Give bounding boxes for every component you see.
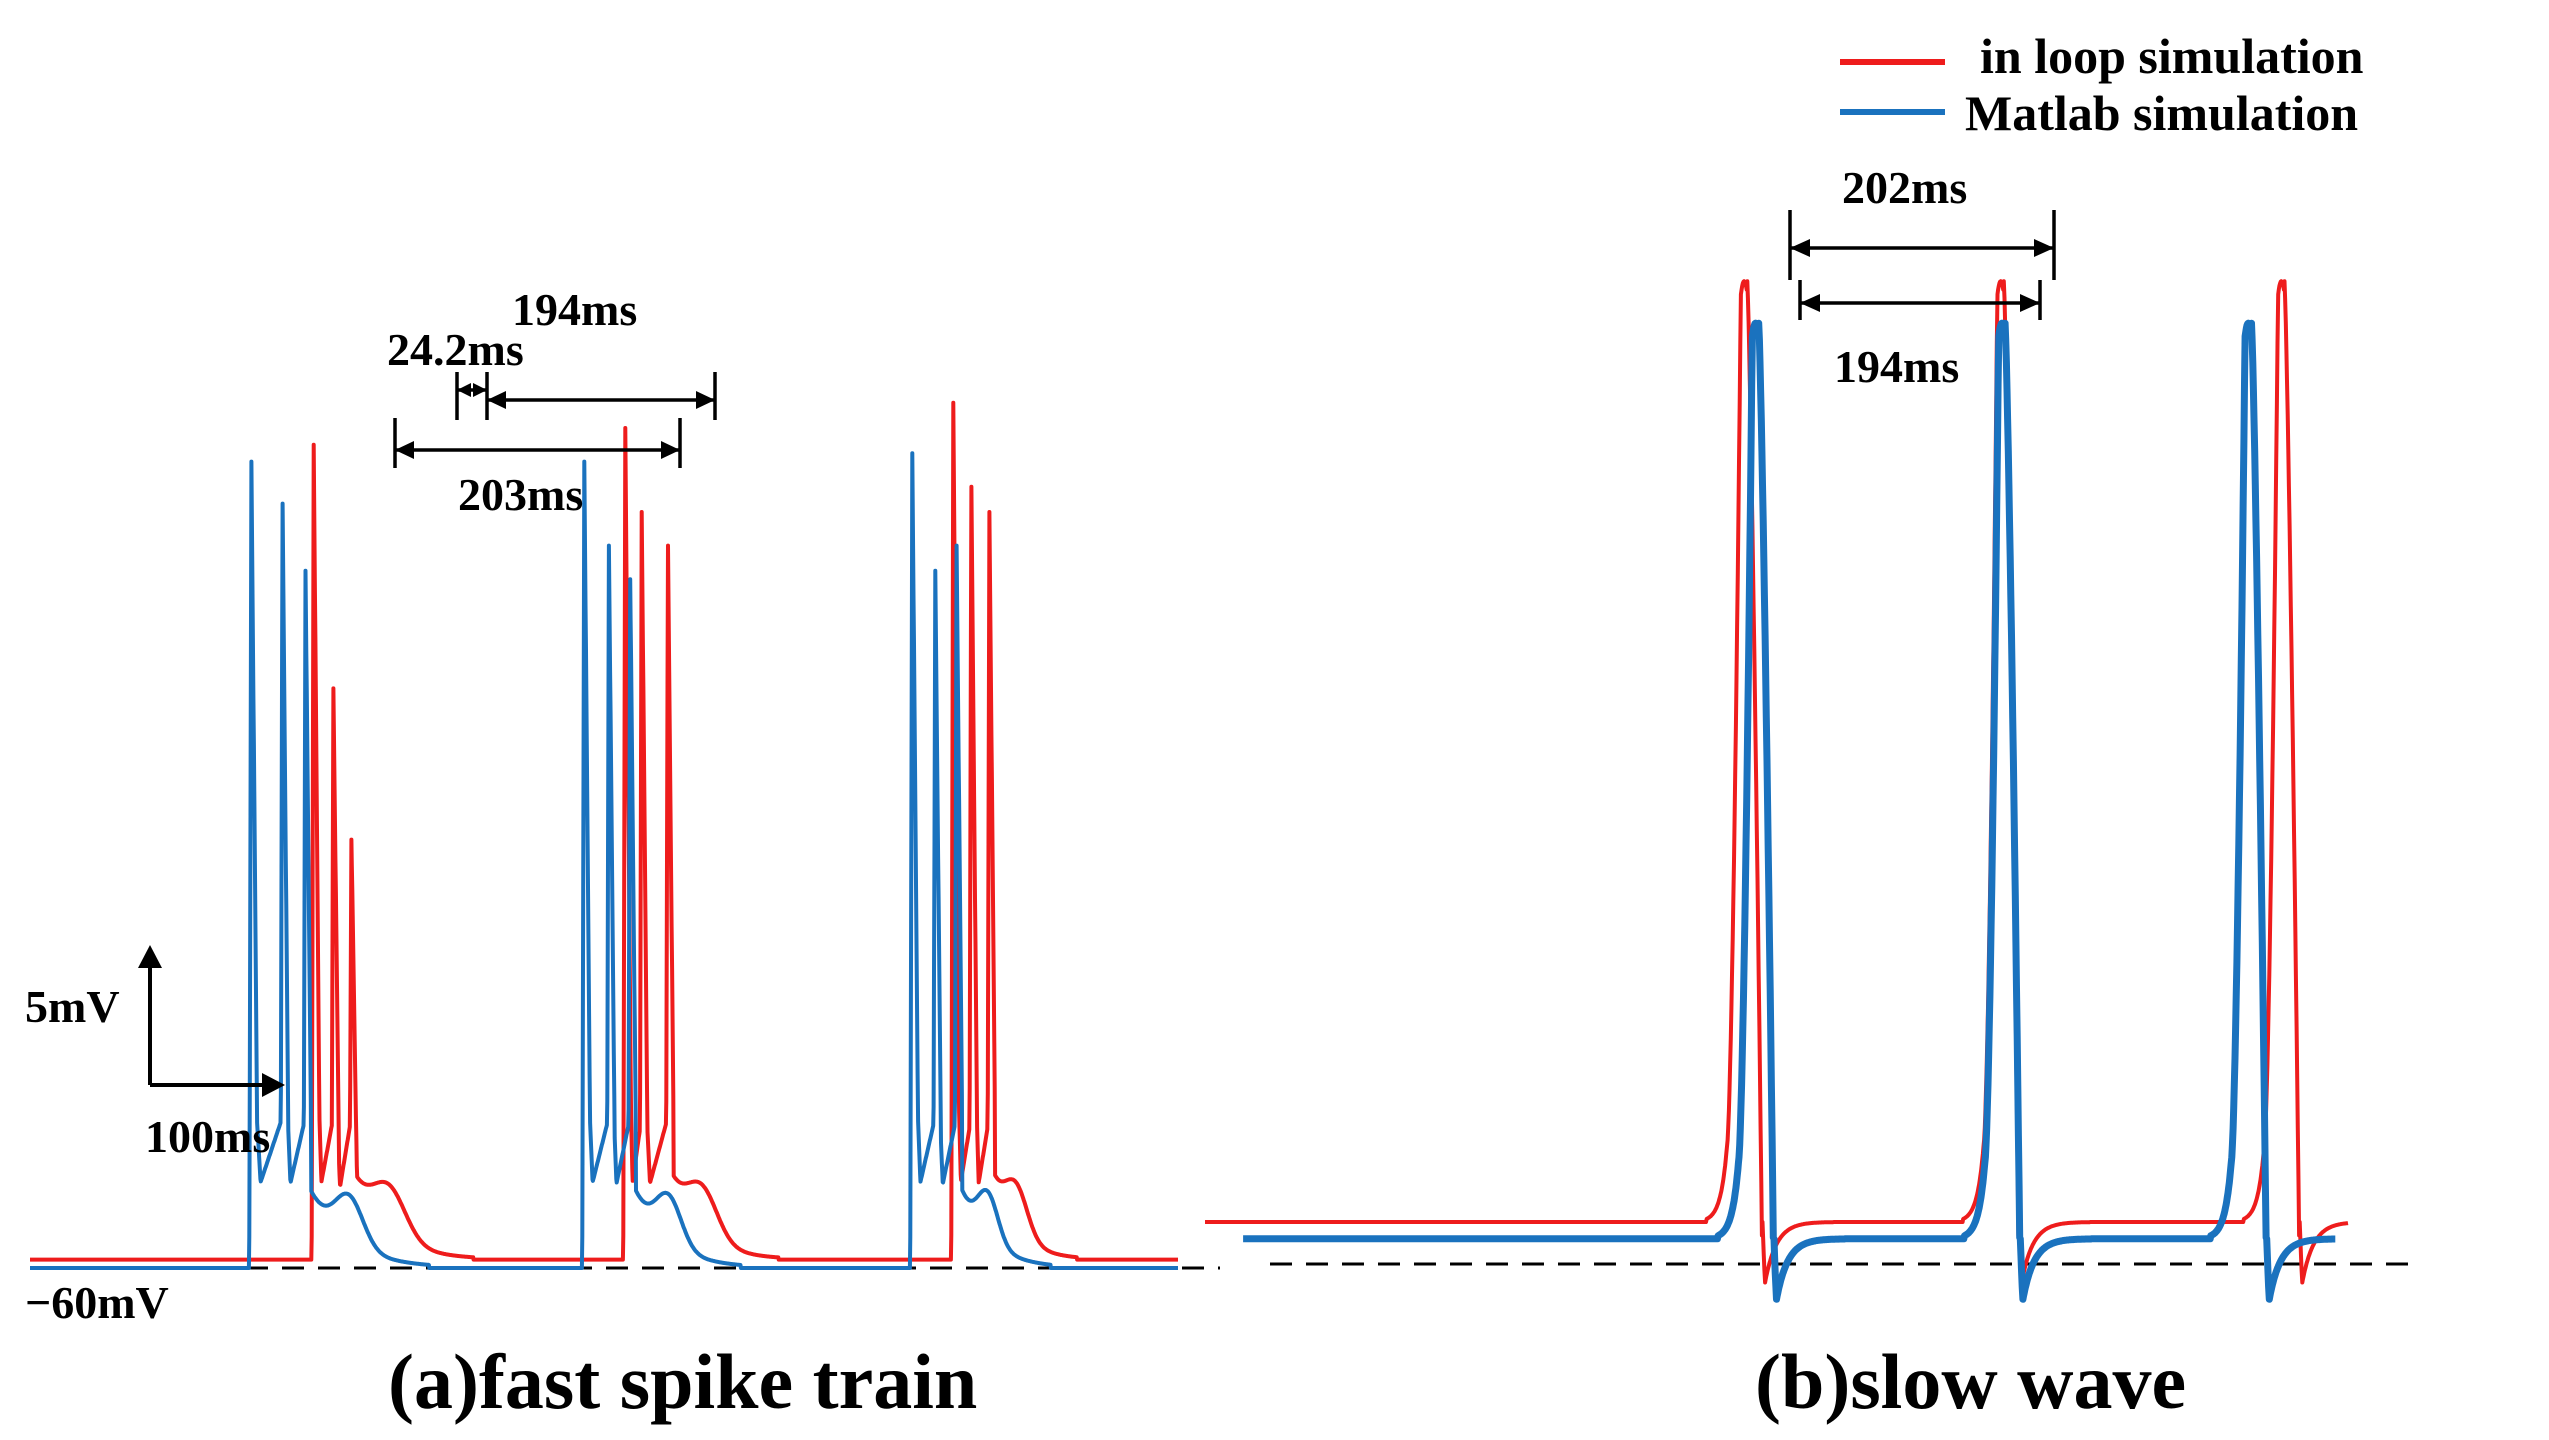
- caption-a: (a)fast spike train: [388, 1338, 977, 1425]
- trace-a-matlab: [28, 451, 1180, 1270]
- annotation-202ms: 202ms: [1842, 162, 1967, 213]
- scale-bar-voltage-label: 5mV: [25, 981, 120, 1032]
- scale-bar-time-label: 100ms: [145, 1111, 270, 1162]
- interval-markers-b: [1788, 210, 2056, 320]
- trace-b-in-loop: [1203, 279, 2350, 1285]
- scale-bar: [138, 945, 285, 1097]
- trace-b-matlab: [1240, 319, 2339, 1303]
- annotation-203ms: 203ms: [458, 469, 583, 520]
- caption-b: (b)slow wave: [1755, 1338, 2186, 1425]
- baseline-label: −60mV: [25, 1277, 169, 1328]
- interval-markers-a: [393, 372, 717, 468]
- annotation-24-2ms: 24.2ms: [387, 324, 524, 375]
- legend-label-in-loop: in loop simulation: [1980, 28, 2364, 84]
- annotation-194ms-a: 194ms: [512, 284, 637, 335]
- legend-label-matlab: Matlab simulation: [1965, 85, 2358, 141]
- legend: in loop simulation Matlab simulation: [1840, 28, 2364, 141]
- trace-a-in-loop: [28, 400, 1180, 1262]
- annotation-194ms-b: 194ms: [1834, 341, 1959, 392]
